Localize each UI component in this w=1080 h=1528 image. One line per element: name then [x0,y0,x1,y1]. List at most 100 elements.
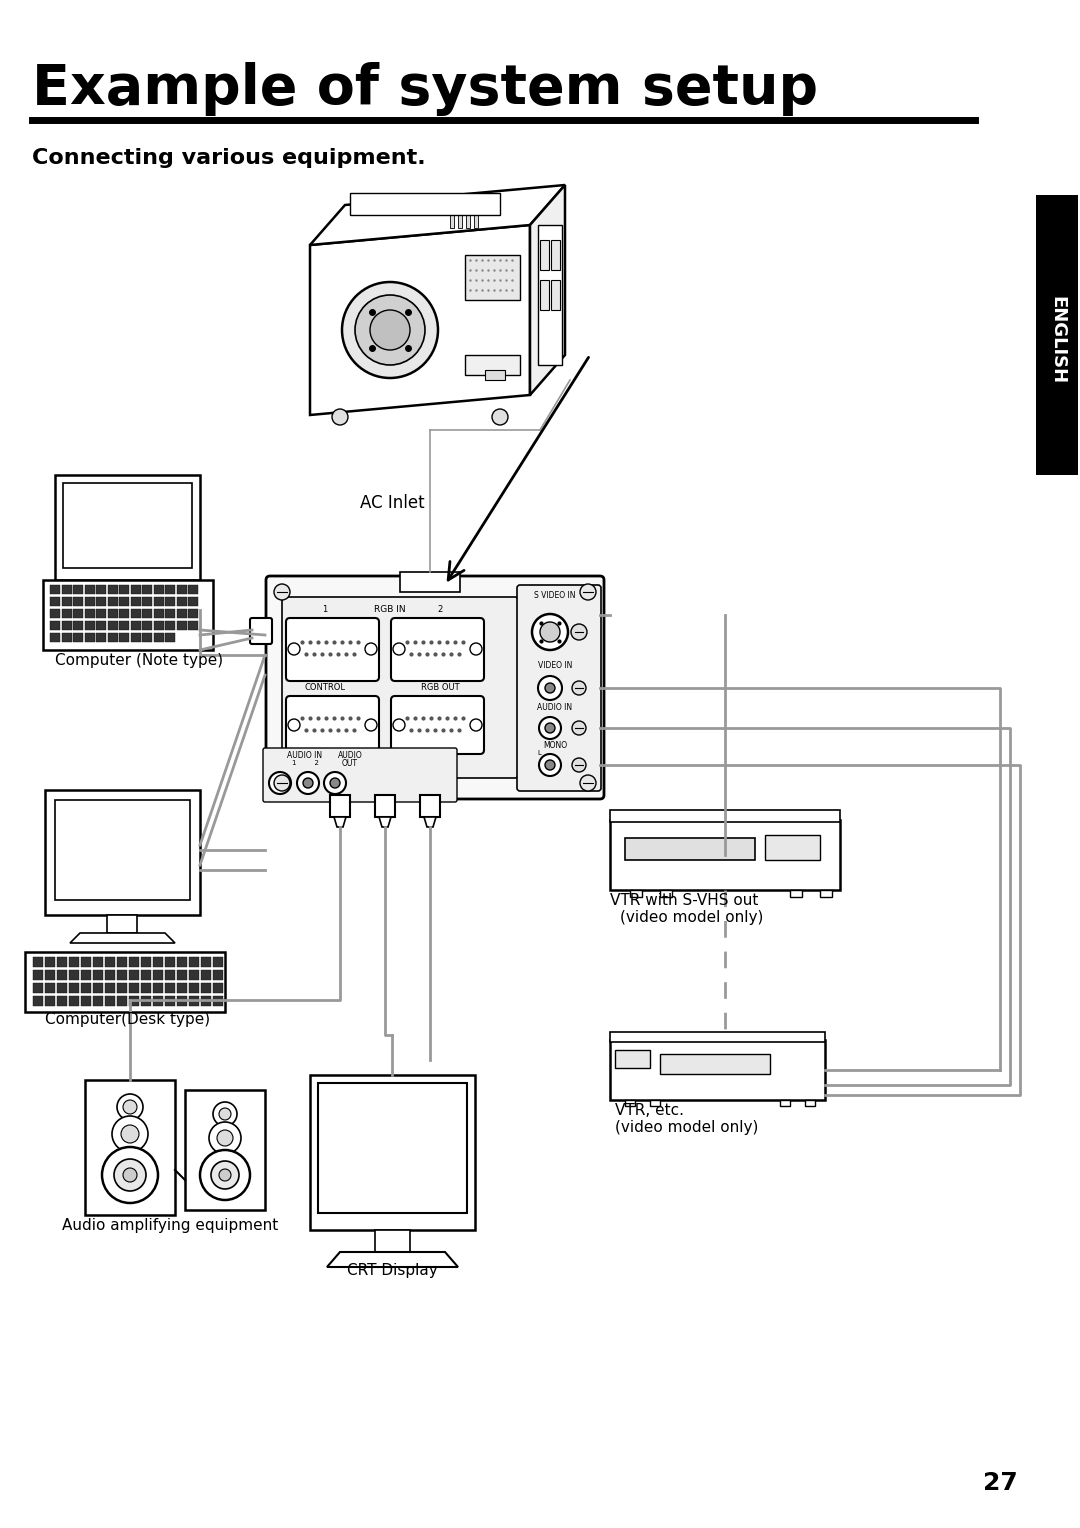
Bar [1036,196,1078,475]
Bar [153,620,163,630]
Circle shape [269,772,291,795]
Circle shape [580,775,596,792]
Bar [318,1083,467,1213]
Circle shape [572,721,586,735]
Bar [33,996,43,1005]
Bar [201,983,211,993]
Text: Audio amplifying equipment: Audio amplifying equipment [62,1218,279,1233]
Bar [625,1100,635,1106]
Bar [474,209,478,228]
Text: OUT: OUT [342,759,357,769]
Bar [465,255,519,299]
Bar [201,957,211,967]
Text: Computer(Desk type): Computer(Desk type) [45,1012,211,1027]
Bar [108,620,118,630]
Bar [81,996,91,1005]
Bar [141,996,151,1005]
Bar [450,209,454,228]
Circle shape [211,1161,239,1189]
Bar [25,952,225,1012]
Bar [43,581,213,649]
Bar [84,610,95,617]
Bar [213,983,222,993]
Bar [69,957,79,967]
Bar [62,585,71,594]
Bar [33,983,43,993]
Bar [45,996,55,1005]
Bar [465,354,519,374]
Circle shape [540,622,561,642]
Bar [165,957,175,967]
Bar [119,620,129,630]
Bar [105,970,114,979]
Bar [350,193,500,215]
Bar [73,610,83,617]
Bar [57,983,67,993]
Bar [55,801,190,900]
Polygon shape [310,225,530,416]
Bar [189,983,199,993]
Circle shape [355,295,426,365]
Bar [131,585,140,594]
Bar [96,585,106,594]
Bar [117,983,127,993]
Bar [73,585,83,594]
Bar [176,597,187,607]
FancyBboxPatch shape [282,597,518,778]
Bar [630,889,642,897]
Bar [73,620,83,630]
Bar [188,597,198,607]
Text: 2: 2 [437,605,443,614]
Bar [189,970,199,979]
Bar [551,240,561,270]
Circle shape [123,1167,137,1183]
Circle shape [114,1160,146,1190]
Bar [185,1089,265,1210]
Bar [153,957,163,967]
Circle shape [370,310,410,350]
Circle shape [123,1100,137,1114]
Text: AC Inlet: AC Inlet [360,494,424,512]
Text: Connecting various equipment.: Connecting various equipment. [32,148,426,168]
Circle shape [332,410,348,425]
FancyBboxPatch shape [391,695,484,753]
Bar [188,620,198,630]
Bar [129,983,139,993]
Bar [201,996,211,1005]
Circle shape [492,410,508,425]
Bar [189,996,199,1005]
Bar [660,1054,770,1074]
Bar [141,957,151,967]
Circle shape [213,1102,237,1126]
Bar [153,970,163,979]
Bar [177,970,187,979]
Bar [540,240,549,270]
Circle shape [117,1094,143,1120]
Bar [73,597,83,607]
Bar [84,633,95,642]
Bar [93,983,103,993]
Circle shape [288,720,300,730]
Bar [105,957,114,967]
Circle shape [288,643,300,656]
Bar [50,633,60,642]
Text: VIDEO IN: VIDEO IN [538,662,572,669]
Bar [141,597,152,607]
Bar [165,610,175,617]
Bar [96,620,106,630]
Bar [129,970,139,979]
Circle shape [545,759,555,770]
Polygon shape [327,1251,458,1267]
Circle shape [217,1131,233,1146]
Bar [780,1100,789,1106]
Bar [50,585,60,594]
Text: VTR with S-VHS out: VTR with S-VHS out [610,892,758,908]
Bar [165,585,175,594]
Bar [141,585,152,594]
Bar [119,585,129,594]
Bar [129,996,139,1005]
Text: CONTROL: CONTROL [305,683,346,692]
Circle shape [210,1122,241,1154]
Circle shape [393,643,405,656]
Circle shape [275,778,285,788]
